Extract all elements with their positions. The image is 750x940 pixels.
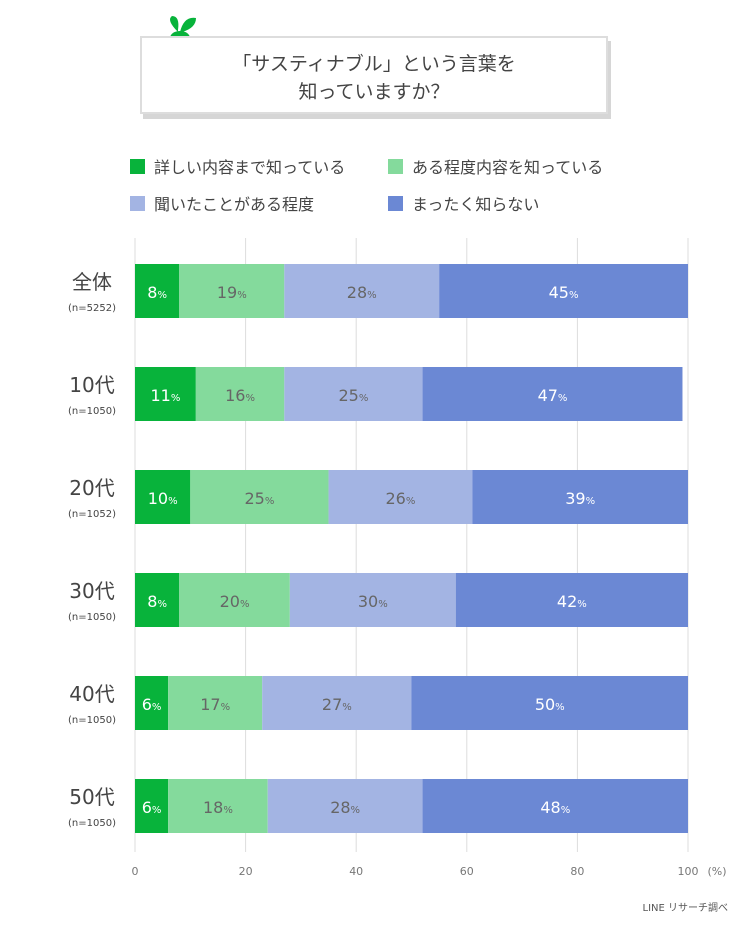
legend-item-heard: 聞いたことがある程度 — [130, 191, 314, 215]
x-tick-label: 60 — [460, 865, 474, 878]
bar-segment — [284, 264, 440, 318]
x-tick-label: 100 — [678, 865, 699, 878]
bar-segment — [422, 367, 683, 421]
bar-segment — [289, 573, 456, 627]
bar-segment — [195, 367, 285, 421]
category-sample-size: (n=1052) — [68, 509, 116, 520]
x-axis-unit: (%) — [707, 865, 726, 878]
plot-area: 0 20 40 60 80 100 (%)全体(n=5252)8% 19% 28% 45%10代(… — [68, 238, 727, 878]
bar-segment — [262, 676, 412, 730]
legend-swatch — [388, 195, 403, 211]
bar-segment — [135, 264, 180, 318]
category-sample-size: (n=5252) — [68, 303, 116, 314]
category-label: 30代 — [69, 579, 114, 603]
x-tick-label: 40 — [349, 865, 363, 878]
bar-segment — [179, 573, 290, 627]
bar-segment — [284, 367, 423, 421]
question-title: 「サスティナブル」という言葉を 知っていますか？ — [140, 36, 608, 114]
x-tick-label: 0 — [132, 865, 139, 878]
title-line-2: 知っていますか？ — [298, 81, 450, 103]
legend-swatch — [388, 158, 403, 174]
legend-label: 聞いたことがある程度 — [154, 195, 315, 214]
bar-segment — [411, 676, 688, 730]
bar-segment — [267, 779, 423, 833]
bar-segment — [135, 573, 180, 627]
legend-label: 詳しい内容まで知っている — [154, 158, 346, 177]
bar-segment — [328, 470, 473, 524]
legend-label: ある程度内容を知っている — [412, 158, 604, 177]
bar-segment — [135, 676, 169, 730]
category-label: 40代 — [69, 682, 114, 706]
category-sample-size: (n=1050) — [68, 715, 116, 726]
legend-label: まったく知らない — [412, 195, 540, 214]
x-tick-label: 20 — [239, 865, 253, 878]
legend-swatch — [130, 195, 145, 211]
bar-segment — [168, 779, 268, 833]
title-line-1: 「サスティナブル」という言葉を — [232, 53, 516, 75]
category-sample-size: (n=1050) — [68, 406, 116, 417]
category-label: 10代 — [69, 373, 114, 397]
x-tick-label: 80 — [570, 865, 584, 878]
bar-segment — [168, 676, 263, 730]
bar-segment — [190, 470, 329, 524]
bar-segment — [135, 779, 169, 833]
bar-segment — [455, 573, 688, 627]
category-sample-size: (n=1050) — [68, 612, 116, 623]
bar-segment — [439, 264, 688, 318]
source-note: LINE リサーチ調べ — [642, 903, 729, 914]
bar-segment — [422, 779, 688, 833]
category-label: 50代 — [69, 785, 114, 809]
bar-segment — [135, 367, 196, 421]
legend-item-detail: 詳しい内容まで知っている — [130, 154, 345, 178]
legend-item-some: ある程度内容を知っている — [388, 154, 603, 178]
bar-segment — [179, 264, 285, 318]
bar-segment — [135, 470, 191, 524]
category-sample-size: (n=1050) — [68, 818, 116, 829]
legend-swatch — [130, 158, 145, 174]
category-label: 全体 — [72, 270, 112, 294]
bar-segment — [472, 470, 688, 524]
category-label: 20代 — [69, 476, 114, 500]
legend-item-none: まったく知らない — [388, 191, 539, 215]
